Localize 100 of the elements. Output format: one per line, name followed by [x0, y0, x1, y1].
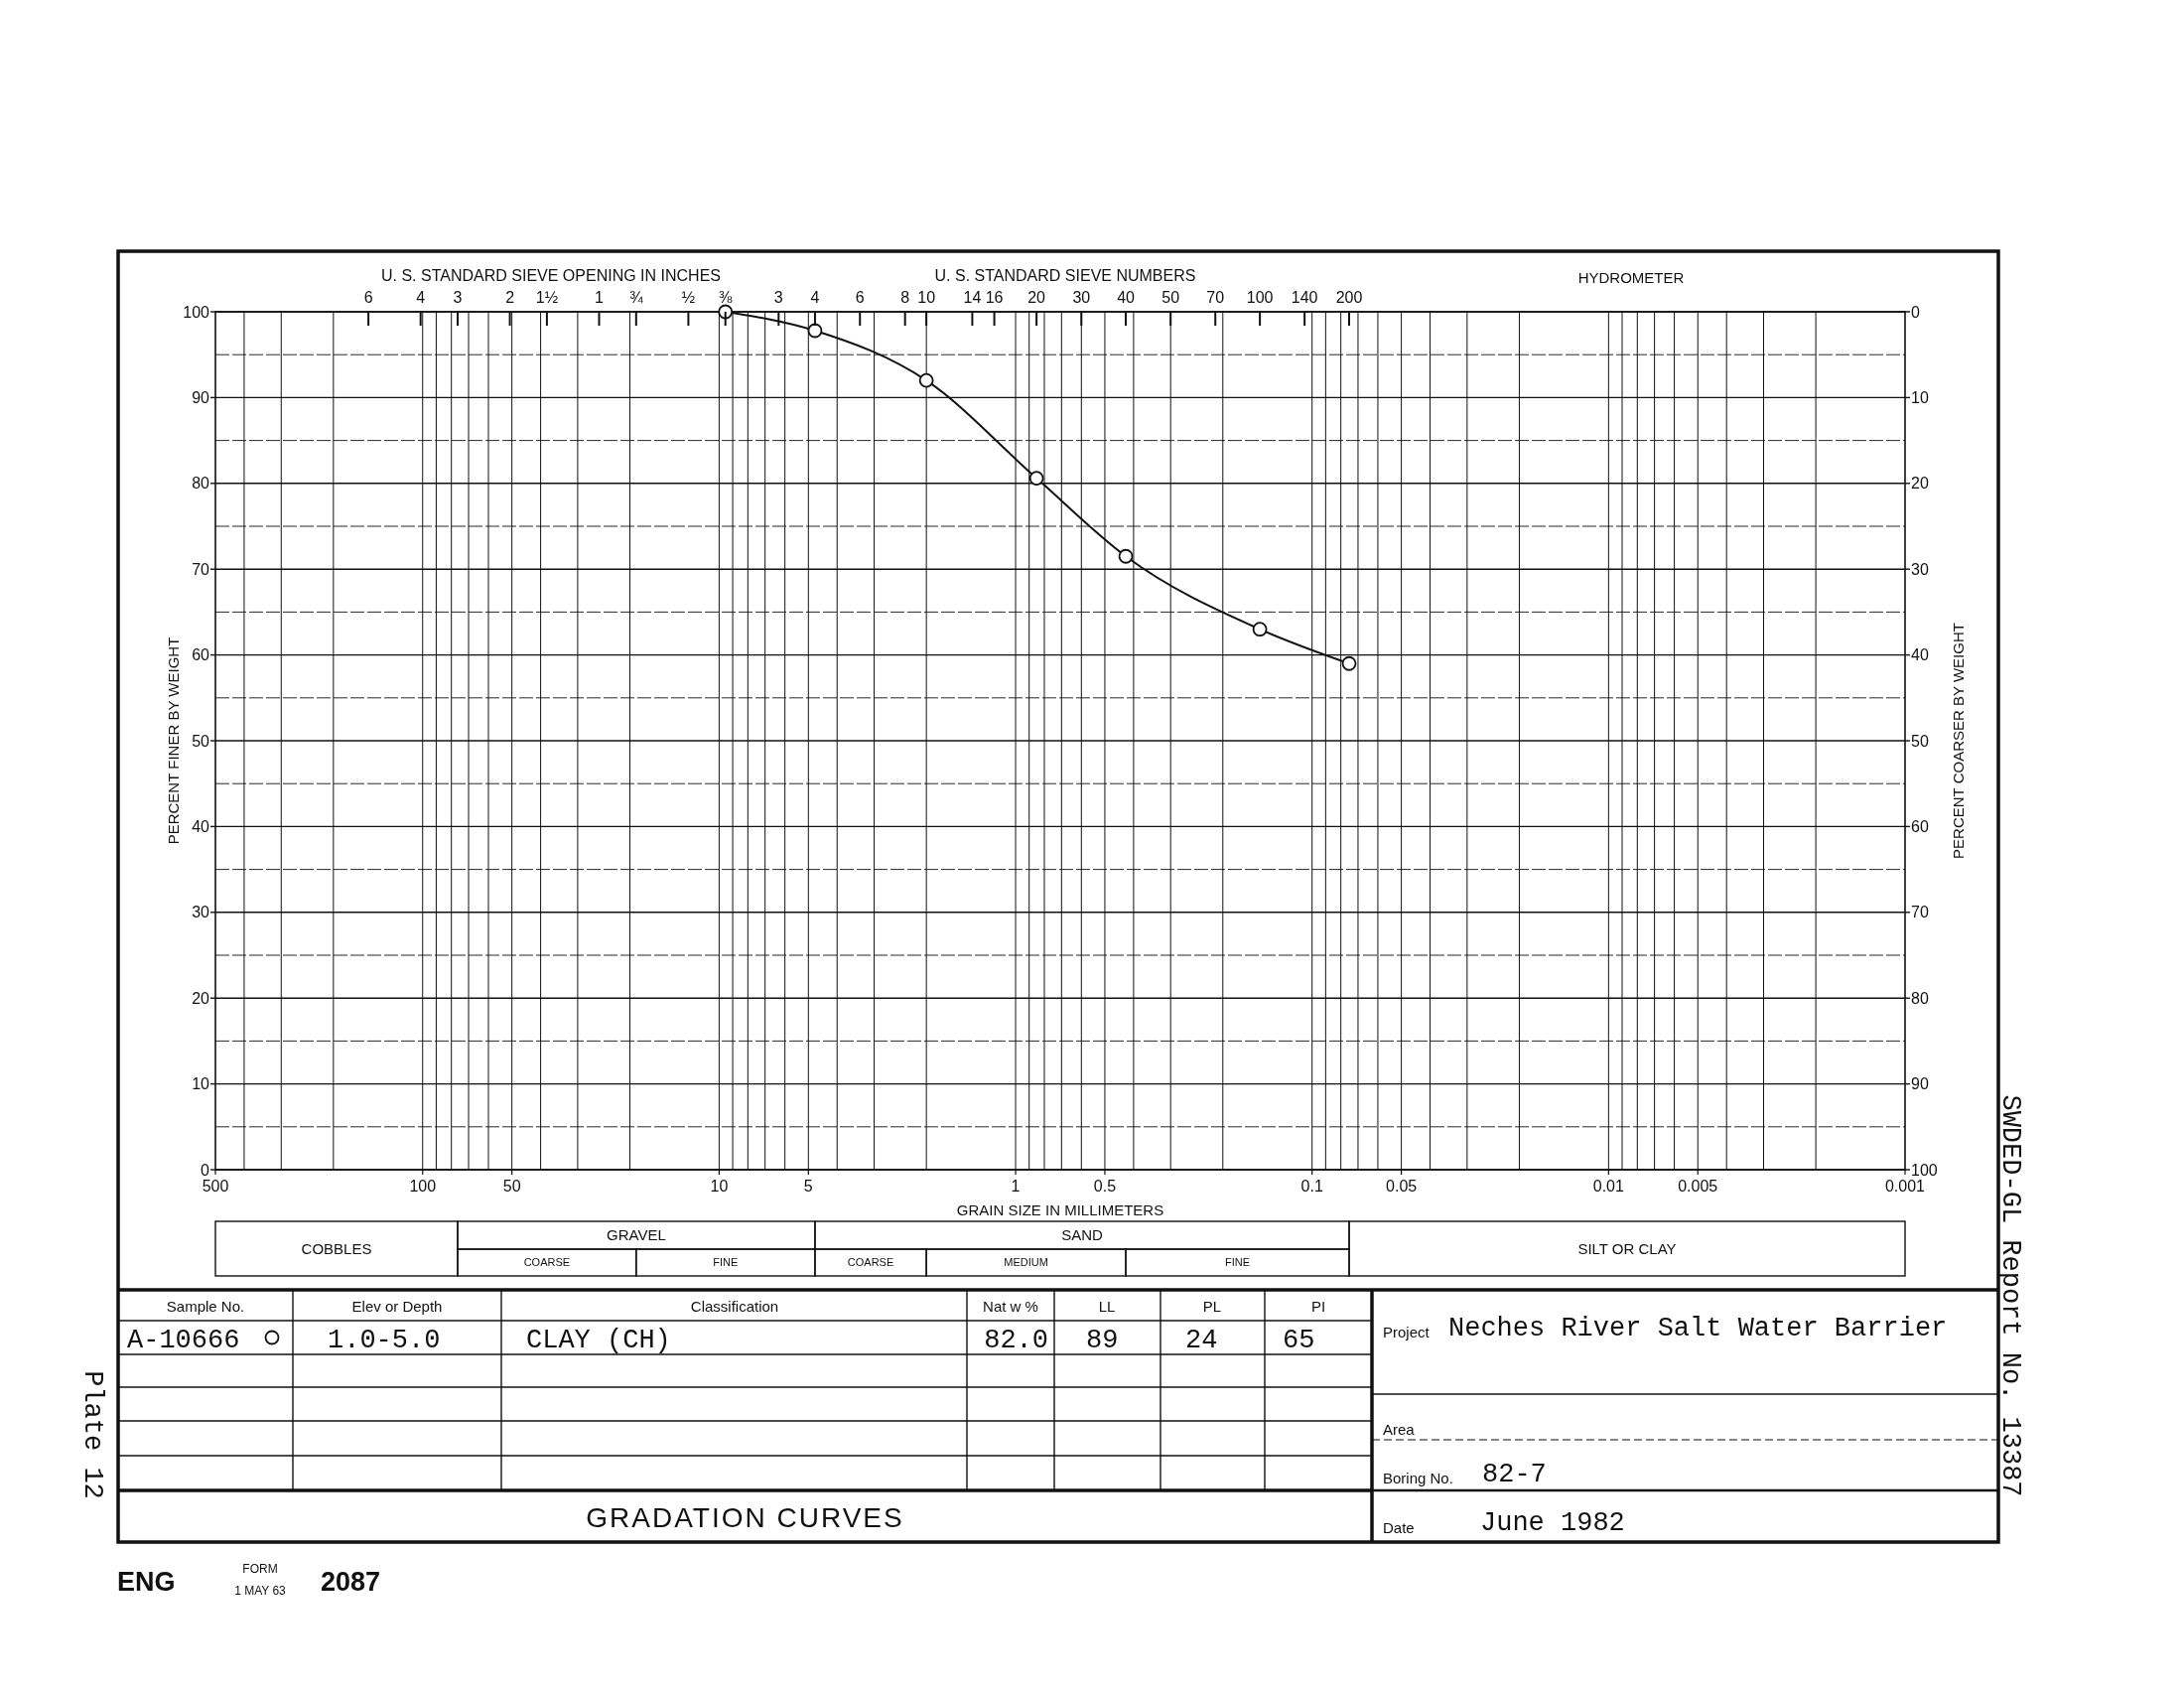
x-tick-label: 0.5	[1093, 1178, 1117, 1195]
y2-tick-label: 10	[1911, 389, 1929, 406]
x-tick-label: 5	[803, 1178, 813, 1195]
text: 16	[985, 289, 1004, 306]
y2-tick-label: 20	[1911, 475, 1929, 493]
text: COBBLES	[301, 1239, 372, 1257]
text: PI	[1310, 1298, 1326, 1315]
text: 82-7	[1482, 1460, 1547, 1489]
text: ½	[681, 289, 696, 306]
y2-tick-label: 80	[1911, 989, 1929, 1007]
y-tick-label: 20	[192, 989, 210, 1007]
text: 3	[773, 289, 783, 306]
y-tick-label: 40	[192, 818, 210, 835]
y2-tick-label: 70	[1911, 904, 1929, 921]
text: 1 MAY 63	[234, 1584, 287, 1598]
x-tick-label: 0.005	[1678, 1178, 1718, 1195]
text: 4	[416, 289, 426, 306]
x-tick-label: 0.001	[1884, 1178, 1926, 1195]
text: 2	[505, 289, 515, 306]
text: Elev or Depth	[351, 1298, 443, 1315]
text: COARSE	[523, 1256, 571, 1269]
text: Nat w %	[983, 1298, 1038, 1315]
y2-tick-label: 100	[1911, 1161, 1938, 1179]
text: COARSE	[847, 1256, 894, 1269]
text: SAND	[1061, 1226, 1103, 1244]
x-tick-label: 0.05	[1386, 1178, 1418, 1195]
y-tick-label: 90	[192, 389, 210, 406]
text: June 1982	[1480, 1508, 1625, 1538]
text: 89	[1086, 1326, 1119, 1355]
x-tick-label: 10	[710, 1178, 729, 1195]
x-tick-label: 500	[202, 1178, 229, 1195]
text: Classification	[690, 1298, 779, 1315]
text: SWDED-GL Report No. 13387	[1995, 1094, 2025, 1497]
text: 8	[900, 289, 910, 306]
text: Date	[1383, 1519, 1415, 1536]
text: 40	[1117, 289, 1136, 306]
text: FINE	[713, 1256, 739, 1269]
y-tick-label: 30	[192, 904, 210, 921]
text: Boring No.	[1383, 1470, 1453, 1486]
text: U. S. STANDARD SIEVE OPENING IN INCHES	[381, 267, 721, 284]
text: Project	[1383, 1324, 1431, 1340]
y2-tick-label: 60	[1911, 818, 1929, 835]
y2-tick-label: 30	[1911, 560, 1929, 578]
text: 1½	[535, 289, 559, 306]
y-tick-label: 70	[192, 560, 210, 578]
text: Sample No.	[166, 1298, 245, 1315]
y2-axis-title: PERCENT COARSER BY WEIGHT	[1950, 623, 1967, 859]
x-axis-title: GRAIN SIZE IN MILLIMETERS	[956, 1201, 1164, 1218]
text: 140	[1291, 289, 1318, 306]
text: SILT OR CLAY	[1577, 1239, 1677, 1257]
y-tick-label: 60	[192, 646, 210, 664]
text: ⅜	[719, 289, 734, 306]
y2-tick-label: 0	[1911, 303, 1920, 321]
text: 1	[595, 289, 605, 306]
y-tick-label: 50	[192, 732, 210, 750]
text: MEDIUM	[1004, 1256, 1048, 1269]
text: 2087	[321, 1567, 381, 1597]
text: 24	[1185, 1326, 1218, 1355]
text: 30	[1072, 289, 1091, 306]
text: 14	[963, 289, 982, 306]
x-tick-label: 0.1	[1300, 1178, 1323, 1195]
text: 100	[1246, 289, 1274, 306]
text: LL	[1098, 1298, 1116, 1315]
y-tick-label: 0	[201, 1161, 210, 1179]
y2-tick-label: 40	[1911, 646, 1929, 664]
text: 1.0-5.0	[328, 1326, 441, 1355]
text: 10	[917, 289, 936, 306]
text: 50	[1161, 289, 1180, 306]
y-tick-label: 100	[183, 303, 210, 321]
legend-label: A-10666	[127, 1326, 240, 1355]
text: GRADATION CURVES	[586, 1502, 904, 1533]
text: 200	[1335, 289, 1363, 306]
x-tick-label: 1	[1011, 1178, 1021, 1195]
text: GRAVEL	[607, 1226, 666, 1244]
y2-tick-label: 90	[1911, 1075, 1929, 1093]
text: 65	[1283, 1326, 1315, 1355]
text: ¾	[629, 289, 644, 306]
y-tick-label: 80	[192, 475, 210, 493]
text: 4	[810, 289, 820, 306]
text: ENG	[117, 1567, 176, 1597]
text: CLAY (CH)	[526, 1326, 671, 1355]
text: 3	[453, 289, 463, 306]
text: Neches River Salt Water Barrier	[1448, 1314, 1948, 1343]
text: HYDROMETER	[1577, 269, 1685, 286]
text: FINE	[1224, 1256, 1251, 1269]
text: 82.0	[984, 1326, 1048, 1355]
text: PL	[1202, 1298, 1222, 1315]
text: Plate 12	[77, 1370, 107, 1499]
text: 20	[1027, 289, 1046, 306]
y-tick-label: 10	[192, 1075, 210, 1093]
x-tick-label: 0.01	[1592, 1178, 1625, 1195]
text: 6	[363, 289, 373, 306]
x-tick-label: 100	[409, 1178, 437, 1195]
text: FORM	[242, 1562, 278, 1576]
text: 70	[1206, 289, 1225, 306]
y2-tick-label: 50	[1911, 732, 1929, 750]
text: Area	[1383, 1421, 1416, 1438]
x-tick-label: 50	[502, 1178, 521, 1195]
text: 6	[855, 289, 865, 306]
text: U. S. STANDARD SIEVE NUMBERS	[934, 267, 1196, 284]
